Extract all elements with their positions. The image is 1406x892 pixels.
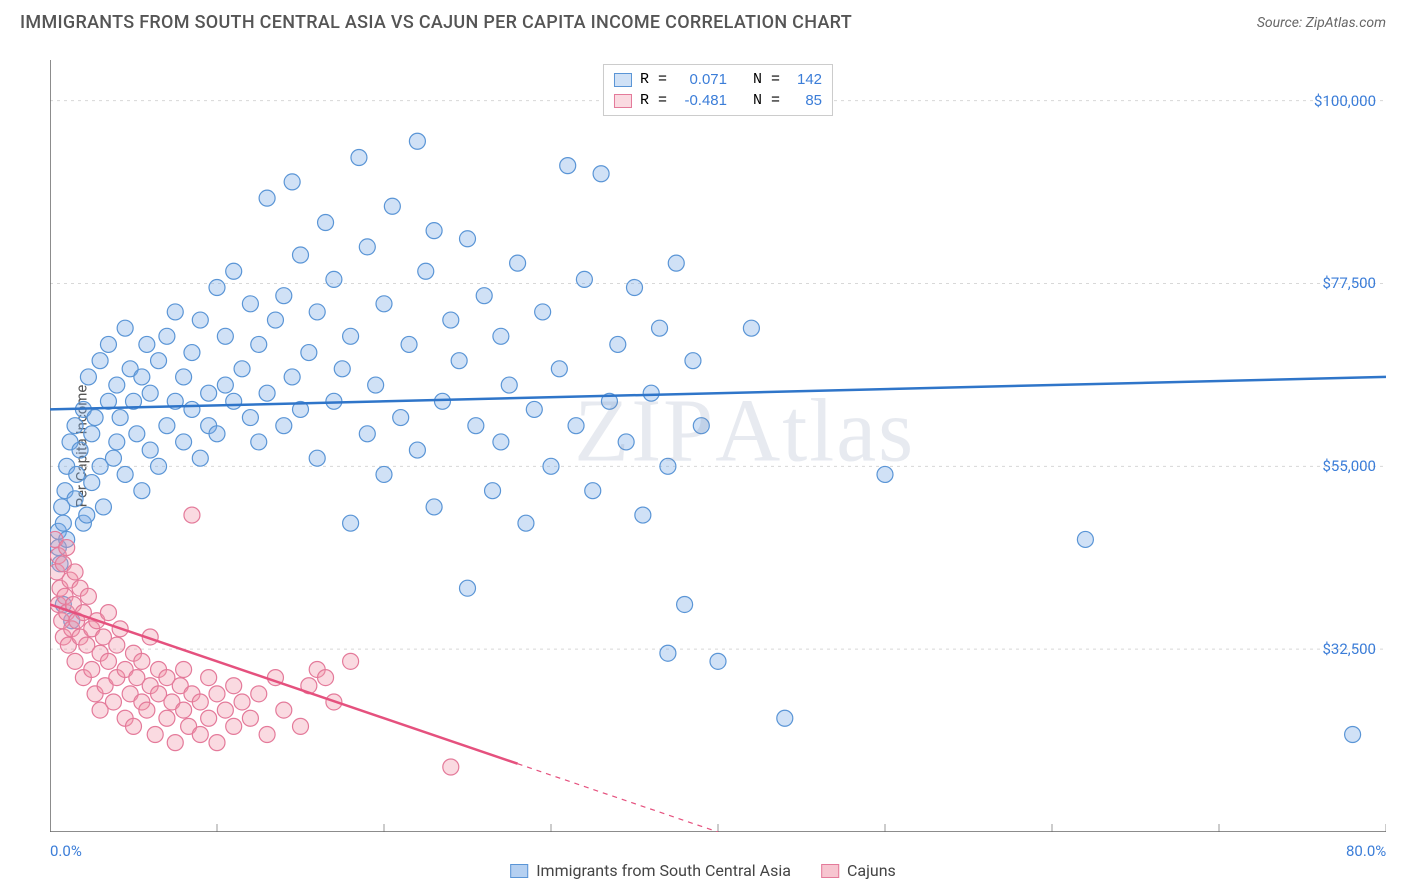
stats-row-series1: R = 0.071 N = 142: [614, 69, 822, 90]
n-value-2: 85: [788, 90, 822, 111]
n-value-1: 142: [788, 69, 822, 90]
y-tick-label: $77,500: [1322, 274, 1376, 292]
r-value-1: 0.071: [675, 69, 727, 90]
swatch-series1: [614, 73, 632, 87]
x-tick-label: 0.0%: [50, 842, 82, 860]
r-value-2: -0.481: [675, 90, 727, 111]
correlation-stats-box: R = 0.071 N = 142 R = -0.481 N = 85: [603, 64, 833, 116]
y-tick-label: $32,500: [1322, 640, 1376, 658]
scatter-plot: [50, 60, 1386, 832]
y-tick-label: $55,000: [1322, 457, 1376, 475]
legend-swatch-2: [821, 864, 839, 878]
legend-item-1: Immigrants from South Central Asia: [510, 861, 791, 880]
chart-title: IMMIGRANTS FROM SOUTH CENTRAL ASIA VS CA…: [20, 12, 852, 33]
legend-item-2: Cajuns: [821, 861, 896, 880]
x-tick-label: 80.0%: [1346, 842, 1386, 860]
chart-area: Per Capita Income ZIPAtlas R = 0.071 N =…: [50, 60, 1386, 832]
legend-label-2: Cajuns: [847, 861, 896, 880]
legend-swatch-1: [510, 864, 528, 878]
y-tick-label: $100,000: [1314, 92, 1376, 110]
swatch-series2: [614, 94, 632, 108]
source-attribution: Source: ZipAtlas.com: [1257, 15, 1386, 31]
legend-label-1: Immigrants from South Central Asia: [536, 861, 791, 880]
stats-row-series2: R = -0.481 N = 85: [614, 90, 822, 111]
bottom-legend: Immigrants from South Central Asia Cajun…: [510, 861, 896, 880]
chart-header: IMMIGRANTS FROM SOUTH CENTRAL ASIA VS CA…: [0, 0, 1406, 41]
